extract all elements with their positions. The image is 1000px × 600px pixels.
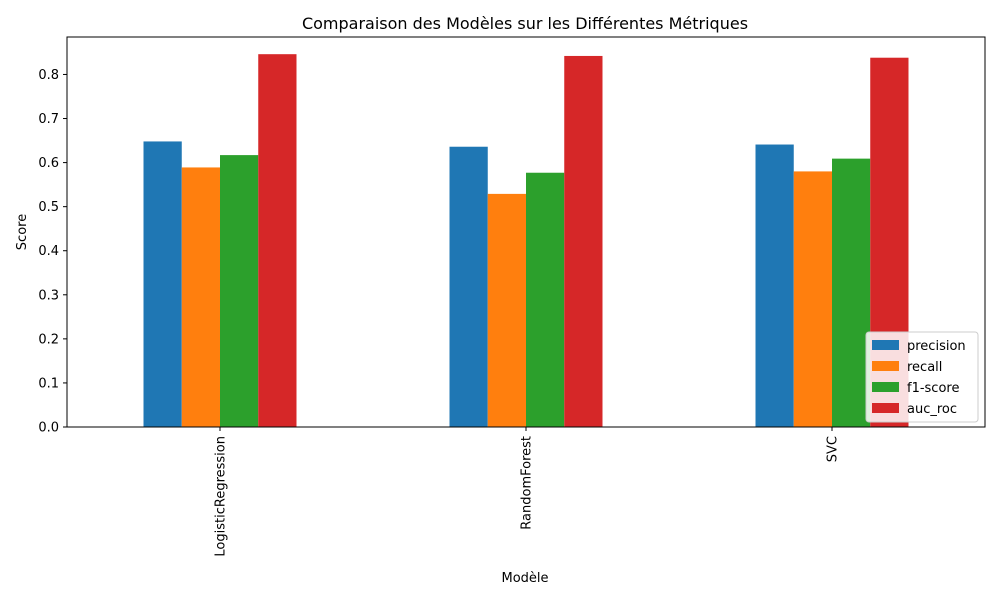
x-axis-label: Modèle [501,571,548,586]
x-tick-label: LogisticRegression [214,436,229,557]
legend-swatch-auc_roc [872,403,899,413]
y-tick-label: 0.1 [38,376,59,391]
legend-label-f1-score: f1-score [907,381,959,396]
legend-swatch-recall [872,361,899,371]
y-tick-label: 0.8 [38,68,59,83]
bar-f1-score-RandomForest [526,172,565,427]
bar-auc_roc-RandomForest [564,55,603,427]
legend-swatch-f1-score [872,382,899,392]
bar-auc_roc-LogisticRegression [258,54,297,428]
legend-label-precision: precision [907,339,966,354]
bar-recall-LogisticRegression [181,167,220,427]
bar-f1-score-LogisticRegression [220,155,259,428]
bar-precision-LogisticRegression [143,141,182,427]
x-axis: LogisticRegression RandomForest SVC [214,427,841,557]
y-tick-label: 0.5 [38,200,59,215]
y-tick-label: 0.4 [38,244,59,259]
y-tick-label: 0.6 [38,156,59,171]
y-tick-label: 0.2 [38,332,59,347]
legend-label-recall: recall [907,360,942,375]
x-tick-label: SVC [826,436,841,462]
y-tick-label: 0.7 [38,112,59,127]
bar-precision-RandomForest [449,146,488,427]
chart-title: Comparaison des Modèles sur les Différen… [302,14,748,33]
bar-f1-score-SVC [832,158,871,427]
bar-precision-SVC [755,144,794,427]
y-tick-label: 0.0 [38,421,59,436]
legend: precision recall f1-score auc_roc [865,331,979,423]
x-tick-label: RandomForest [520,436,535,530]
legend-box [865,331,979,423]
legend-label-auc_roc: auc_roc [907,402,957,417]
bar-recall-SVC [793,171,832,427]
plot-frame [66,36,986,428]
y-axis-label: Score [15,214,30,250]
bar-recall-RandomForest [487,193,526,427]
y-axis: 0.0 0.1 0.2 0.3 0.4 0.5 0.6 0.7 0.8 [38,68,67,436]
bars-group [143,54,909,428]
y-tick-label: 0.3 [38,288,59,303]
legend-swatch-precision [872,340,899,350]
